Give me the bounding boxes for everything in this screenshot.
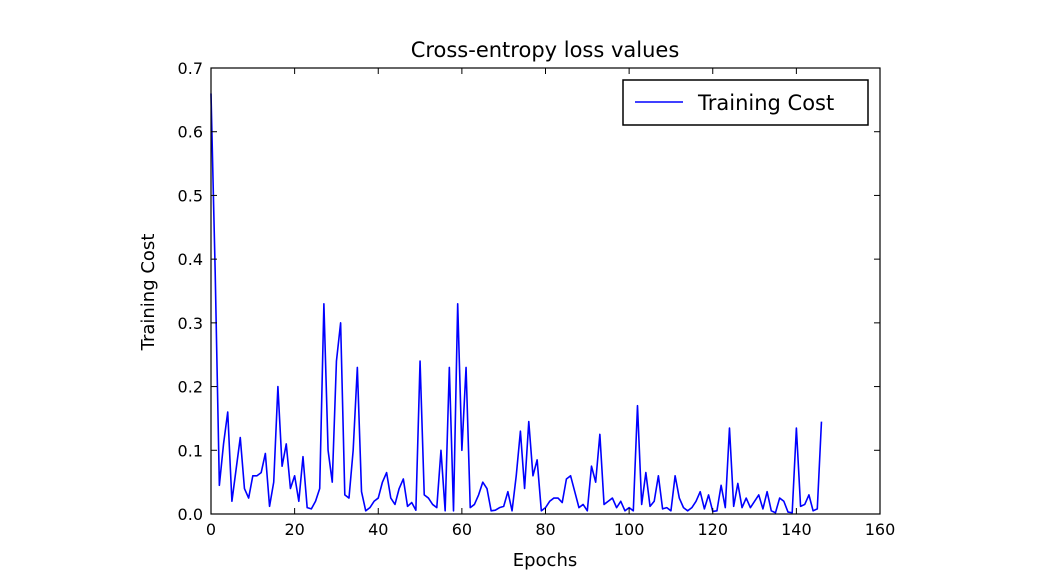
y-tick-label: 0.7	[178, 59, 203, 78]
x-tick-label: 0	[206, 520, 216, 539]
x-axis-title: Epochs	[513, 550, 578, 571]
chart-title: Cross-entropy loss values	[411, 38, 680, 62]
legend-label: Training Cost	[697, 91, 834, 115]
x-tick-label: 40	[368, 520, 388, 539]
x-tick-label: 160	[865, 520, 896, 539]
x-tick-label: 140	[781, 520, 812, 539]
y-tick-label: 0.4	[178, 250, 203, 269]
axes-frame	[210, 67, 881, 515]
y-tick-label: 0.5	[178, 186, 203, 205]
x-tick-label: 20	[284, 520, 304, 539]
x-tick-label: 120	[697, 520, 728, 539]
legend: Training Cost	[622, 79, 869, 126]
x-tick-label: 100	[614, 520, 645, 539]
y-tick-label: 0.3	[178, 314, 203, 333]
x-tick-label: 60	[452, 520, 472, 539]
y-tick-label: 0.0	[178, 505, 203, 524]
plot-area	[210, 67, 881, 515]
x-tick-label: 80	[535, 520, 555, 539]
y-tick-label: 0.1	[178, 441, 203, 460]
y-axis-title: Training Cost	[138, 234, 159, 352]
axis-ticks: 0 20 40 60 80 100 120 140 160 0.0 0.1 0.2 0.3 0.4 0.5 0…	[178, 59, 896, 539]
series-line-0	[210, 93, 823, 514]
y-tick-label: 0.2	[178, 378, 203, 397]
y-tick-label: 0.6	[178, 123, 203, 142]
